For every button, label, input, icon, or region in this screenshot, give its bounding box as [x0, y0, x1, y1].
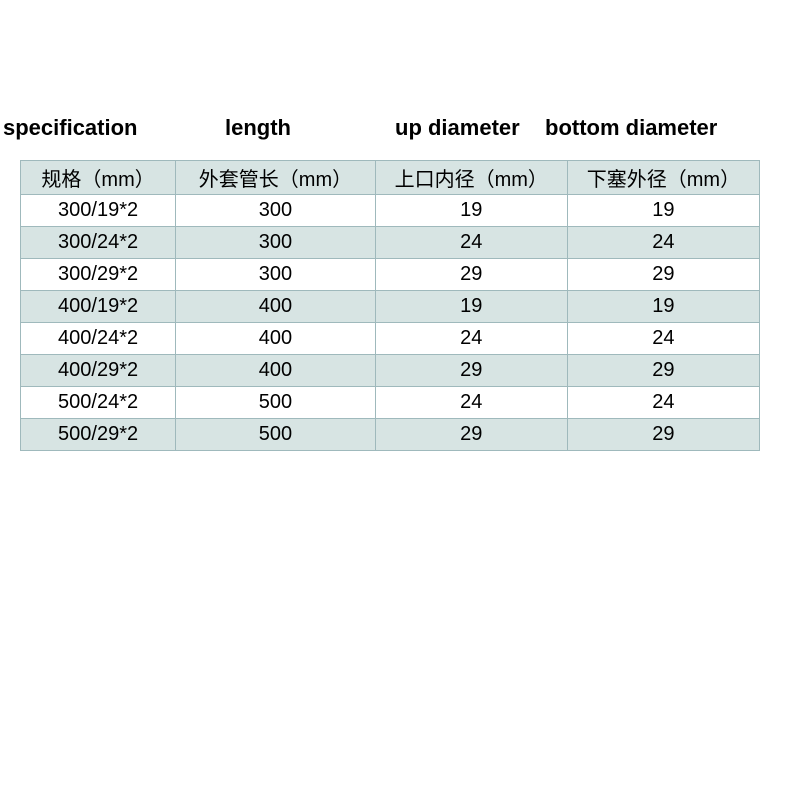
table-row: 300/29*23002929 [21, 259, 760, 291]
column-header: 下塞外径（mm） [567, 161, 759, 195]
spec-table: 规格（mm）外套管长（mm）上口内径（mm）下塞外径（mm） 300/19*23… [20, 160, 760, 451]
table-cell: 500/24*2 [21, 387, 176, 419]
table-cell: 300/24*2 [21, 227, 176, 259]
table-row: 300/24*23002424 [21, 227, 760, 259]
table-cell: 400 [176, 323, 376, 355]
spec-table-header-row: 规格（mm）外套管长（mm）上口内径（mm）下塞外径（mm） [21, 161, 760, 195]
table-cell: 400 [176, 291, 376, 323]
spec-table-body: 300/19*23001919300/24*23002424300/29*230… [21, 195, 760, 451]
table-cell: 300 [176, 195, 376, 227]
table-cell: 24 [375, 227, 567, 259]
label-up-diameter: up diameter [395, 115, 520, 141]
table-cell: 29 [567, 355, 759, 387]
table-cell: 400/19*2 [21, 291, 176, 323]
table-cell: 19 [375, 291, 567, 323]
table-cell: 400/29*2 [21, 355, 176, 387]
label-specification: specification [3, 115, 137, 141]
table-cell: 300 [176, 227, 376, 259]
table-cell: 29 [567, 419, 759, 451]
table-cell: 24 [375, 323, 567, 355]
table-row: 500/29*25002929 [21, 419, 760, 451]
table-cell: 19 [567, 291, 759, 323]
spec-table-wrap: 规格（mm）外套管长（mm）上口内径（mm）下塞外径（mm） 300/19*23… [20, 160, 760, 451]
table-cell: 400/24*2 [21, 323, 176, 355]
column-header: 外套管长（mm） [176, 161, 376, 195]
table-cell: 29 [375, 419, 567, 451]
table-row: 400/24*24002424 [21, 323, 760, 355]
table-cell: 19 [375, 195, 567, 227]
table-cell: 24 [567, 227, 759, 259]
table-cell: 500/29*2 [21, 419, 176, 451]
table-cell: 24 [375, 387, 567, 419]
table-row: 400/29*24002929 [21, 355, 760, 387]
table-cell: 300/19*2 [21, 195, 176, 227]
table-cell: 400 [176, 355, 376, 387]
column-header: 规格（mm） [21, 161, 176, 195]
canvas: specification length up diameter bottom … [0, 0, 800, 800]
table-cell: 29 [375, 259, 567, 291]
spec-table-head: 规格（mm）外套管长（mm）上口内径（mm）下塞外径（mm） [21, 161, 760, 195]
table-cell: 19 [567, 195, 759, 227]
table-cell: 24 [567, 387, 759, 419]
table-cell: 300/29*2 [21, 259, 176, 291]
table-cell: 29 [375, 355, 567, 387]
table-cell: 29 [567, 259, 759, 291]
table-cell: 500 [176, 419, 376, 451]
column-header: 上口内径（mm） [375, 161, 567, 195]
label-bottom-diameter: bottom diameter [545, 115, 717, 141]
table-row: 400/19*24001919 [21, 291, 760, 323]
table-cell: 300 [176, 259, 376, 291]
label-length: length [225, 115, 291, 141]
table-row: 300/19*23001919 [21, 195, 760, 227]
table-row: 500/24*25002424 [21, 387, 760, 419]
table-cell: 24 [567, 323, 759, 355]
table-cell: 500 [176, 387, 376, 419]
